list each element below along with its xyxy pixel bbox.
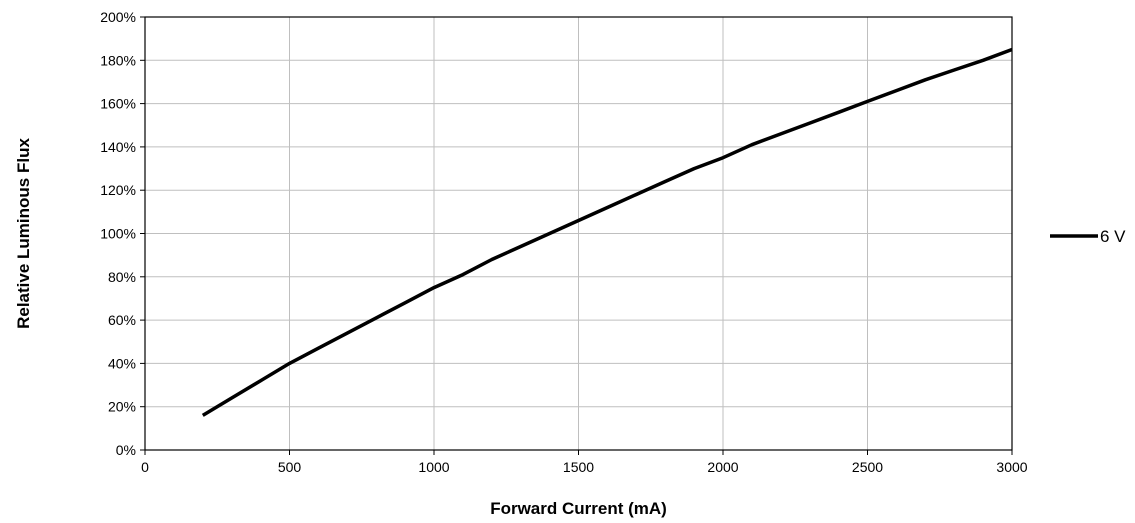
x-tick-label: 0 bbox=[141, 459, 149, 475]
legend-label: 6 V bbox=[1100, 227, 1126, 246]
x-axis-title: Forward Current (mA) bbox=[490, 499, 667, 518]
y-tick-label: 40% bbox=[108, 355, 136, 371]
x-tick-label: 2500 bbox=[852, 459, 883, 475]
x-tick-label: 1000 bbox=[418, 459, 449, 475]
y-axis-ticks: 0% 20% 40% 60% 80% 100% 120% 140% 160% 180% 200% bbox=[100, 9, 145, 458]
x-axis-ticks: 0 500 1000 1500 2000 2500 3000 bbox=[141, 450, 1028, 475]
series-layer bbox=[201, 47, 1013, 417]
x-tick-label: 2000 bbox=[707, 459, 738, 475]
y-tick-label: 100% bbox=[100, 226, 136, 242]
grid-lines bbox=[145, 17, 1012, 450]
y-tick-label: 20% bbox=[108, 399, 136, 415]
y-tick-label: 140% bbox=[100, 139, 136, 155]
y-tick-label: 160% bbox=[100, 96, 136, 112]
x-tick-label: 500 bbox=[278, 459, 302, 475]
series-line bbox=[201, 47, 1013, 417]
y-tick-label: 120% bbox=[100, 182, 136, 198]
y-tick-label: 200% bbox=[100, 9, 136, 25]
y-tick-label: 80% bbox=[108, 269, 136, 285]
y-tick-label: 60% bbox=[108, 312, 136, 328]
y-axis-title: Relative Luminous Flux bbox=[14, 138, 33, 329]
y-tick-label: 180% bbox=[100, 52, 136, 68]
x-tick-label: 3000 bbox=[996, 459, 1027, 475]
legend: 6 V bbox=[1050, 227, 1126, 246]
y-tick-label: 0% bbox=[116, 442, 136, 458]
x-tick-label: 1500 bbox=[563, 459, 594, 475]
